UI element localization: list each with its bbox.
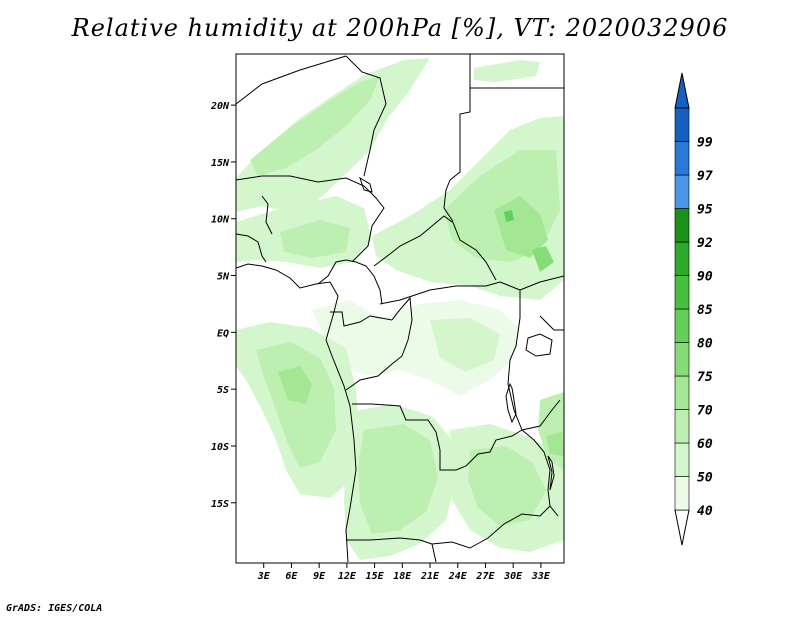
rh-region-east-coast-wet [546,432,564,456]
colorbar-segment [674,208,690,243]
colorbar-segment [674,308,690,343]
lon-tick-label: 12E [338,571,357,582]
lake-tanganyika [505,382,517,424]
border-western-sahara [236,55,347,134]
colorbar-segment [674,107,690,142]
colorbar-label: 50 [697,471,713,486]
border-tanzania [521,399,561,431]
colorbar-segment [674,141,690,176]
rh-region-atlantic-core [256,342,336,468]
chart-title: Relative humidity at 200hPa [%], VT: 202… [71,14,729,42]
border-mali-niger [236,175,385,263]
humidity-shading [236,58,564,560]
colorbar-top-tip [674,72,690,109]
lon-tick-label: 18E [393,571,412,582]
latitude-axis: 20N 15N 10N 5N EQ 5S 10S 15S [210,101,236,510]
rh-region-east-spot-2 [504,210,514,222]
colorbar-label: 75 [697,370,713,385]
border-chad-car [373,215,453,267]
border-senegal-mali [261,195,273,235]
lon-tick-label: 3E [257,571,271,582]
rh-region-congo-inner [430,318,500,372]
lon-tick-label: 6E [285,571,298,582]
border-mozambique [521,429,559,517]
colorbar-segment [674,375,690,410]
colorbar-segment [674,409,690,444]
footer-credit: GrADS: IGES/COLA [6,603,103,614]
lake-victoria [525,333,553,357]
colorbar: 40 50 60 70 75 80 85 90 92 95 97 99 [674,72,713,546]
border-east-africa [519,275,564,291]
rh-region-zambia-core [468,446,546,526]
border-car-drc [379,281,501,305]
colorbar-label: 85 [697,303,713,318]
border-chad-sudan [443,179,497,281]
lake-malawi [547,455,555,491]
colorbar-label: 40 [697,504,713,519]
border-congo-drc [345,296,413,391]
border-drc-east [499,281,523,431]
plot-frame [235,53,565,564]
lat-tick-label: 5S [217,385,229,396]
rh-region-angola-core [358,424,438,534]
country-borders [236,54,564,563]
border-nigeria-cameroon [317,259,383,305]
border-uganda-kenya [539,315,564,331]
lat-tick-label: 15S [211,499,229,510]
lon-tick-label: 15E [366,571,385,582]
lat-tick-label: 20N [210,101,230,112]
colorbar-label: 90 [697,270,713,285]
colorbar-label: 97 [697,169,713,184]
lat-tick-label: 15N [211,158,230,169]
lon-tick-label: 24E [448,571,468,582]
lon-tick-label: 27E [475,571,495,582]
lon-tick-label: 9E [313,571,326,582]
border-libya-egypt [449,54,471,181]
colorbar-segment [674,442,690,477]
colorbar-segment [674,342,690,377]
colorbar-label: 70 [697,404,713,419]
colorbar-label: 95 [697,203,713,218]
colorbar-label: 80 [697,337,713,352]
rh-region-top-right [474,60,540,82]
colorbar-segment [674,476,690,511]
colorbar-segment [674,275,690,310]
rh-region-east-spot [532,246,554,272]
lat-tick-label: 10N [211,215,230,226]
lat-tick-label: 10S [211,442,229,453]
rh-region-north-core [250,76,380,176]
border-drc-angola [352,403,523,471]
coastline-west-africa [236,263,357,563]
colorbar-bottom-tip [674,509,690,546]
rh-region-atlantic-wet [278,366,312,404]
border-guinea [236,233,267,263]
colorbar-segment [674,174,690,209]
border-algeria-libya [345,55,387,177]
lon-tick-label: 21E [420,571,440,582]
border-zambia-south [431,505,551,549]
colorbar-segment [674,241,690,276]
border-congo-gabon [330,311,393,327]
colorbar-label: 99 [697,136,713,151]
border-namibia [431,543,437,563]
border-angola-south [346,537,433,545]
lon-tick-label: 33E [531,571,551,582]
longitude-axis: 3E 6E 9E 12E 15E 18E 21E 24E 27E 30E 33E [257,563,551,582]
lake-chad [359,176,373,193]
lon-tick-label: 30E [503,571,523,582]
colorbar-label: 60 [697,437,713,452]
colorbar-label: 92 [697,236,713,251]
rh-region-nigeria [280,220,350,258]
lat-tick-label: EQ [217,328,229,339]
lat-tick-label: 5N [217,272,230,283]
